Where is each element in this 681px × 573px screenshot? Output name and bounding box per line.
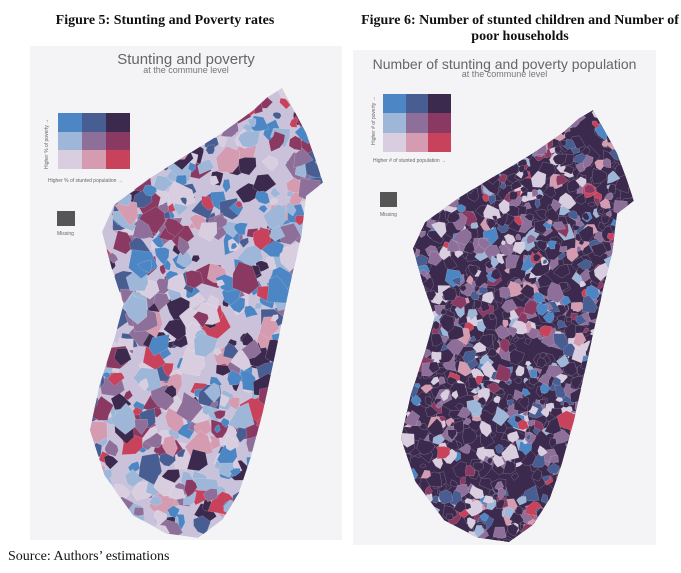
source-note: Source: Authors’ estimations	[8, 549, 170, 564]
figure-6-legend-x-label: Higher # of stunted population →	[373, 158, 447, 164]
figure-5-caption: Figure 5: Stunting and Poverty rates	[55, 13, 275, 28]
figure-6-map-subtitle: at the commune level	[461, 69, 548, 79]
legend-cell-r2-c0	[383, 132, 406, 152]
legend-cell-r0-c2	[428, 94, 451, 114]
figure-6-map-title-text: Number of stunting and poverty populatio…	[372, 56, 637, 72]
figure-5-madagascar-map	[90, 88, 323, 538]
figure-5-map-title-text: Stunting and poverty	[117, 51, 255, 68]
commune-polygons	[401, 110, 634, 542]
figure-6-missing-swatch	[380, 192, 397, 207]
legend-cell-r2-c2	[106, 150, 130, 169]
figure-6-map-panel: Number of stunting and poverty populatio…	[353, 50, 656, 545]
legend-cell-r0-c1	[405, 94, 429, 114]
legend-cell-r0-c2	[106, 113, 130, 132]
legend-cell-r1-c2	[106, 131, 130, 151]
commune-polygons	[90, 88, 323, 538]
legend-cell-r2-c1	[82, 150, 106, 169]
legend-cell-r2-c0	[58, 150, 82, 169]
legend-cell-r1-c2	[428, 113, 451, 133]
legend-cell-r1-c1	[405, 113, 429, 133]
legend-cell-r2-c1	[405, 132, 429, 152]
legend-cell-r0-c0	[383, 94, 406, 114]
figure-6-map-title: Number of stunting and poverty populatio…	[353, 56, 656, 79]
figure-5-map-panel: Stunting and poverty at the commune leve…	[30, 46, 342, 540]
legend-cell-r1-c0	[383, 113, 406, 133]
legend-cell-r1-c0	[58, 131, 82, 151]
figure-5-legend-x-label: Higher % of stunted population →	[48, 178, 123, 184]
figure-5-map-title: Stunting and poverty at the commune leve…	[30, 51, 342, 75]
figure-5-bivariate-legend	[58, 113, 130, 169]
figure-6-missing-label: Missing	[380, 212, 397, 218]
figure-6-caption: Figure 6: Number of stunted children and…	[361, 13, 679, 44]
legend-cell-r1-c1	[82, 131, 106, 151]
figure-6-madagascar-map	[401, 110, 634, 542]
legend-cell-r0-c1	[82, 113, 106, 132]
legend-cell-r0-c0	[58, 113, 82, 132]
figure-5-missing-swatch	[57, 211, 75, 226]
legend-cell-r2-c2	[428, 132, 451, 152]
figure-5-missing-label: Missing	[57, 231, 74, 237]
figure-6-bivariate-legend	[383, 94, 451, 152]
figure-5-map-subtitle: at the commune level	[143, 65, 229, 75]
